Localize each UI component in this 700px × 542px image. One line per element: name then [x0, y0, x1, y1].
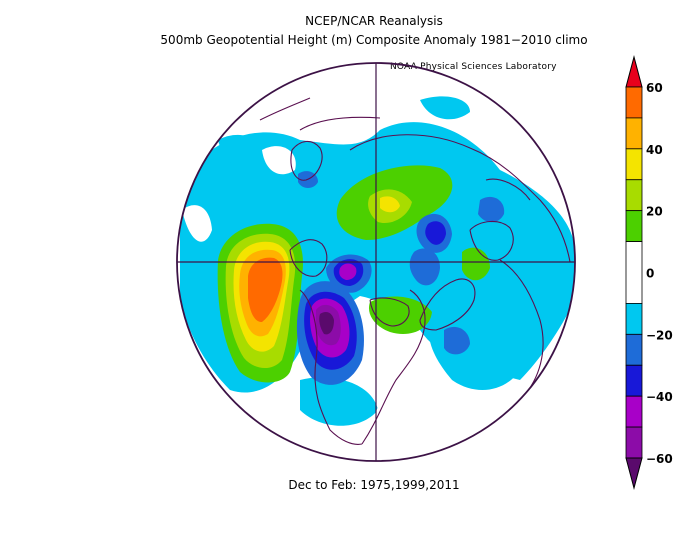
- anomaly-neg10-pacific-north: [218, 134, 263, 169]
- anomaly-pos30-arctic: [380, 196, 400, 213]
- colorbar-band-3: [625, 148, 643, 181]
- colorbar-tick-label: 20: [646, 205, 663, 219]
- coast-west-na: [299, 289, 363, 445]
- anomaly-neutral-aleutian: [262, 146, 296, 175]
- coast-east-asia: [299, 116, 381, 131]
- anomaly-neg40-pole: [339, 263, 357, 280]
- colorbar-top-arrow: [625, 55, 643, 88]
- colorbar-tick-label: 60: [646, 81, 663, 95]
- colorbar-tick-label: −60: [646, 452, 673, 466]
- colorbar-band-11: [625, 426, 643, 459]
- anomaly-neutral-west: [182, 205, 212, 242]
- coast-hudson-bay: [369, 297, 410, 327]
- coast-scandinavia: [469, 220, 514, 261]
- chart-title: NCEP/NCAR Reanalysis: [305, 14, 443, 28]
- colorbar-band-2: [625, 117, 643, 150]
- colorbar-bottom-arrow: [625, 457, 643, 490]
- colorbar-band-7: [625, 303, 643, 335]
- colorbar-band-9: [625, 364, 643, 397]
- colorbar-tick-label: −20: [646, 328, 673, 342]
- coast-japan: [259, 97, 311, 121]
- anomaly-neg10-arctic: [420, 96, 470, 120]
- anomaly-neg30-scandinavia: [425, 221, 446, 245]
- chart-subtitle: 500mb Geopotential Height (m) Composite …: [160, 33, 588, 47]
- coast-taymyr: [485, 178, 531, 201]
- anomaly-neg60-west-na: [319, 312, 334, 335]
- coastlines: [259, 97, 571, 445]
- colorbar: 60 40 20 0 −20 −40 −60: [625, 55, 673, 490]
- colorbar-tick-label: 0: [646, 267, 654, 281]
- anomaly-neg20-atlantic: [444, 326, 470, 355]
- coast-siberia: [349, 134, 541, 201]
- anomaly-pos50-pacific: [248, 257, 283, 322]
- anomaly-field: [180, 96, 575, 460]
- colorbar-band-8: [625, 333, 643, 366]
- colorbar-band-1: [625, 86, 643, 119]
- anomaly-neg20-europe: [409, 248, 440, 286]
- coast-greenland: [419, 278, 476, 331]
- anomaly-neg20-siberia: [478, 196, 505, 223]
- colorbar-band-5: [625, 210, 643, 242]
- anomaly-neg10-north-america: [300, 377, 378, 426]
- anomaly-neutral-atlantic: [360, 355, 451, 460]
- colorbar-tick-label: −40: [646, 390, 673, 404]
- map-border: [176, 62, 576, 462]
- anomaly-pos10-hudson: [368, 296, 432, 334]
- lab-credit: NOAA Physical Sciences Laboratory: [390, 62, 557, 72]
- coast-russia-west: [539, 199, 571, 263]
- date-range-label: Dec to Feb: 1975,1999,2011: [288, 478, 460, 492]
- colorbar-band-4: [625, 179, 643, 212]
- colorbar-band-10: [625, 395, 643, 428]
- coast-kamchatka: [290, 140, 323, 181]
- colorbar-tick-label: 40: [646, 143, 663, 157]
- coast-europe: [499, 259, 544, 401]
- coast-east-na: [361, 289, 426, 445]
- colorbar-band-6: [625, 241, 643, 304]
